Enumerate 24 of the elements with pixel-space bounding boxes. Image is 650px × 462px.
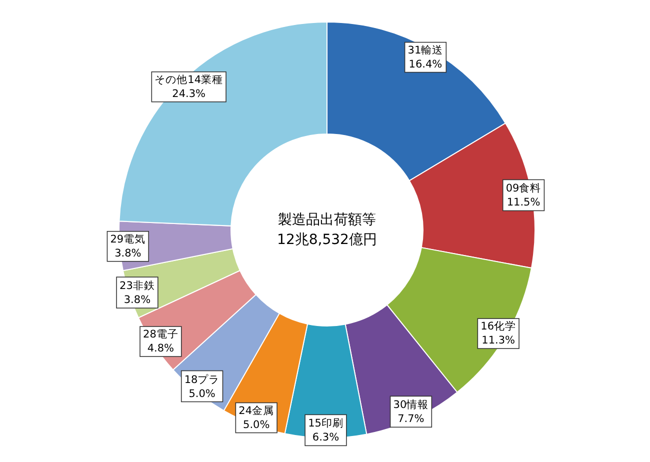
data-label: 11.5% [506,196,540,209]
data-label: 24.3% [172,88,206,100]
slice-label: 16化学 [480,320,516,333]
slice-label: 15印刷 [308,416,344,430]
data-label: 3.8% [114,247,142,260]
data-label: 7.7% [398,413,424,426]
slice-label: 23非鉄 [120,279,155,292]
slice-label: 31輸送 [408,44,444,56]
slice-label: 18プラ [184,372,220,386]
slice-label: 30情報 [393,398,429,412]
data-label: 5.0% [243,418,270,431]
slice-label: 09食料 [506,182,542,195]
data-label: 6.3% [312,432,340,444]
text: 製造品出荷額等 [278,212,376,228]
slice-label: 24金属 [238,404,274,417]
slice-label: 28電子 [143,328,178,341]
data-label: 16.4% [408,58,442,70]
slice-label: その他14業種 [154,74,224,86]
data-label: 11.3% [482,334,516,347]
data-label: 4.8% [147,342,174,355]
data-label: 3.8% [124,294,151,306]
slice-label: 29電気 [110,233,146,246]
text: 12兆8,532億円 [277,232,377,248]
data-label: 5.0% [188,388,216,400]
